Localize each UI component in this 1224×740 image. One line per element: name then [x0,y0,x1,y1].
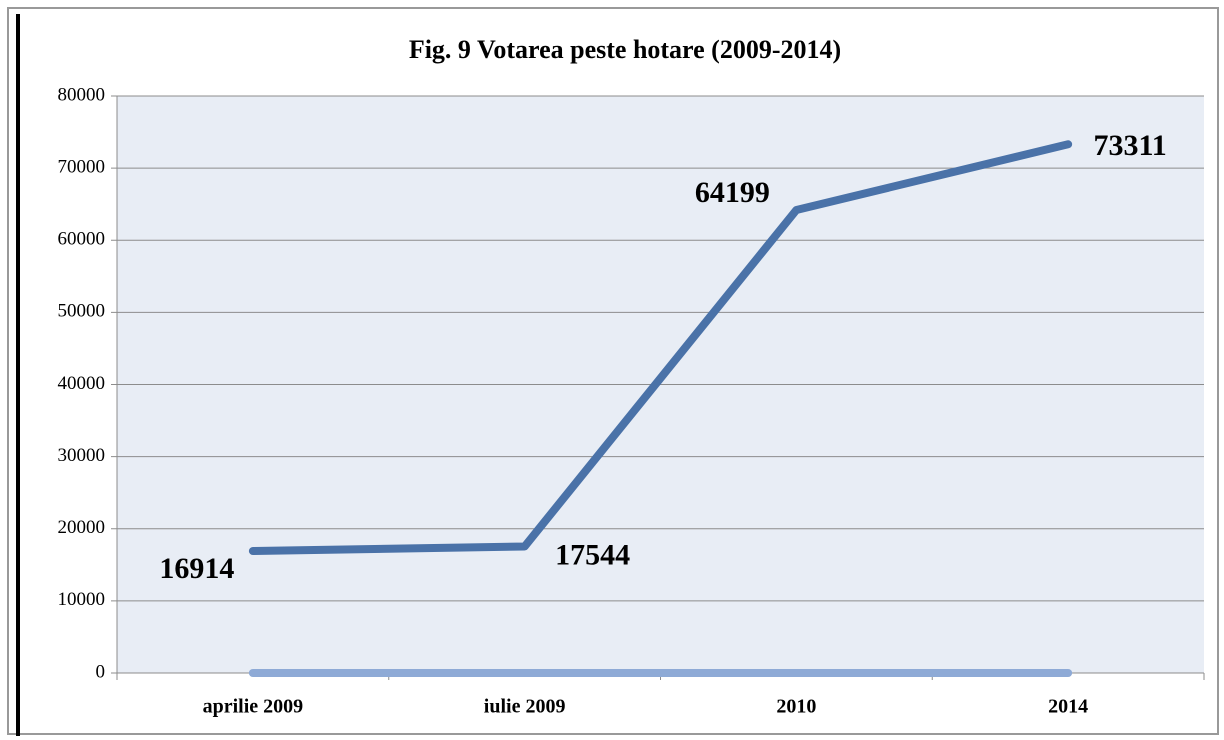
x-tick-label: 2010 [776,696,816,718]
x-tick-label: aprilie 2009 [203,696,304,718]
data-label: 17544 [555,538,630,571]
y-tick-label: 10000 [58,589,106,610]
y-tick-label: 30000 [58,445,106,466]
x-tick-label: iulie 2009 [484,696,566,718]
y-tick-label: 20000 [58,517,106,538]
data-label: 16914 [159,552,234,585]
y-tick-label: 80000 [58,84,106,105]
chart-title: Fig. 9 Votarea peste hotare (2009-2014) [409,35,841,64]
y-tick-label: 60000 [58,229,106,250]
frame-left-edge [16,14,20,736]
data-label: 64199 [695,176,770,209]
y-tick-label: 50000 [58,301,106,322]
y-tick-label: 0 [96,661,106,682]
x-tick-label: 2014 [1048,696,1088,718]
y-tick-label: 40000 [58,373,106,394]
data-label: 73311 [1093,129,1166,162]
series-line [248,140,1073,556]
y-tick-label: 70000 [58,156,106,177]
